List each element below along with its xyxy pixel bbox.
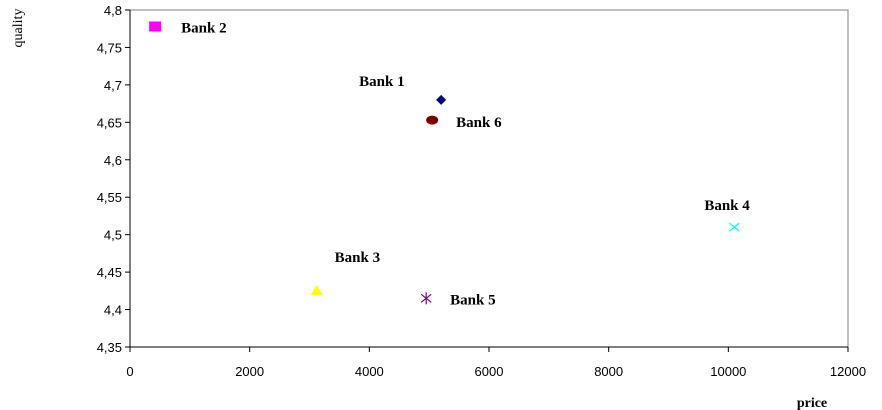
y-tick-label: 4,7 bbox=[104, 78, 122, 93]
bank-1-marker bbox=[436, 94, 447, 105]
y-tick-label: 4,45 bbox=[97, 265, 122, 280]
bank-3-label: Bank 3 bbox=[335, 250, 380, 266]
x-tick-label: 10000 bbox=[710, 364, 746, 379]
bank-6-label: Bank 6 bbox=[456, 115, 502, 131]
x-tick-label: 12000 bbox=[830, 364, 866, 379]
point-labels: Bank 1 Bank 2 Bank 3 Bank 4 Bank 5 Bank 6 bbox=[181, 20, 750, 308]
bank-6-marker bbox=[426, 115, 439, 125]
x-tick-label: 8000 bbox=[594, 364, 623, 379]
y-tick-label: 4,65 bbox=[97, 115, 122, 130]
x-tick-label: 4000 bbox=[355, 364, 384, 379]
x-tick-label: 0 bbox=[126, 364, 133, 379]
y-tick-label: 4,4 bbox=[104, 303, 122, 318]
y-tick-label: 4,75 bbox=[97, 40, 122, 55]
bank-2-marker bbox=[149, 21, 162, 32]
y-axis-title: quality bbox=[11, 9, 26, 48]
bank-4-marker bbox=[728, 222, 740, 232]
data-points bbox=[149, 21, 740, 305]
y-tick-label: 4,55 bbox=[97, 190, 122, 205]
y-tick-label: 4,6 bbox=[104, 153, 122, 168]
bank-2-label: Bank 2 bbox=[181, 20, 226, 36]
bank-5-marker bbox=[420, 292, 432, 305]
y-tick-label: 4,8 bbox=[104, 3, 122, 18]
x-axis-title: price bbox=[797, 396, 827, 410]
x-axis: 0 2000 4000 6000 8000 10000 12000 bbox=[126, 346, 866, 379]
x-tick-label: 6000 bbox=[475, 364, 504, 379]
bank-4-label: Bank 4 bbox=[704, 198, 750, 214]
bank-5-label: Bank 5 bbox=[450, 292, 495, 308]
y-tick-label: 4,35 bbox=[97, 340, 122, 355]
y-tick-label: 4,5 bbox=[104, 228, 122, 243]
bank-3-marker bbox=[310, 284, 323, 295]
x-tick-label: 2000 bbox=[235, 364, 264, 379]
bank-4-marker-stroke bbox=[728, 222, 740, 232]
bank-1-label: Bank 1 bbox=[359, 74, 404, 90]
